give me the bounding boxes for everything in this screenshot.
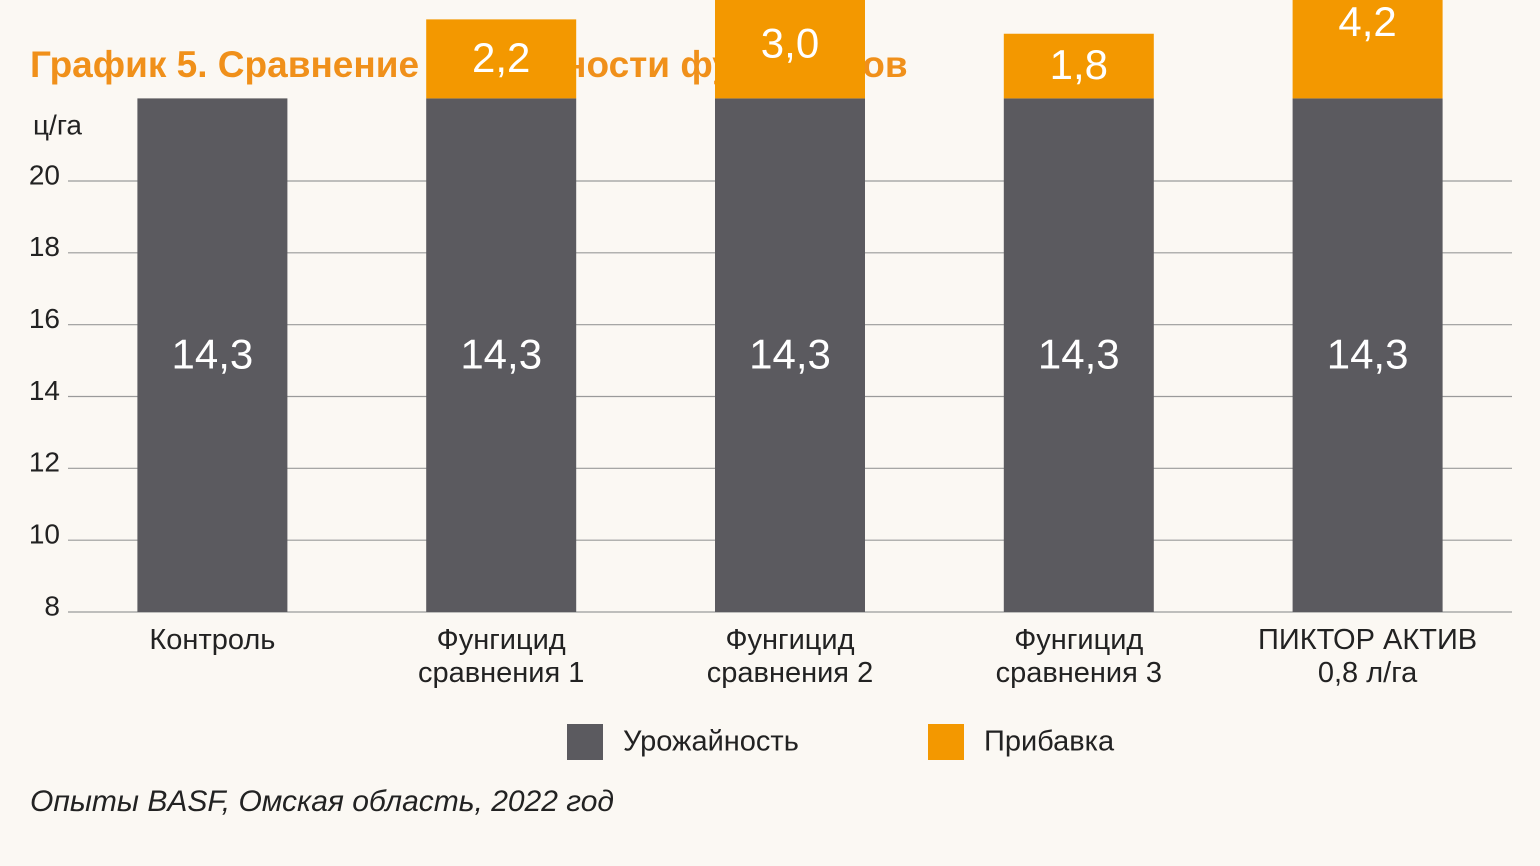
bar-segment (1292, 0, 1443, 99)
bar-segment (715, 98, 865, 613)
bar-segment (426, 19, 577, 99)
value-label: 3,0 (761, 20, 819, 67)
value-label: 14,3 (172, 330, 254, 377)
y-tick-label: 16 (29, 303, 60, 334)
value-label: 14,3 (1038, 330, 1120, 377)
value-label: 14,3 (749, 330, 831, 377)
y-tick-label: 8 (44, 590, 60, 621)
x-tick-label: Контроль (149, 624, 276, 656)
value-label: 14,3 (1327, 330, 1409, 377)
legend-label: Прибавка (984, 726, 1115, 758)
y-tick-label: 10 (29, 519, 60, 550)
x-tick-label: Фунгицид сравнения 1 (417, 624, 585, 689)
bar-segment (1003, 33, 1154, 99)
legend-swatch (567, 724, 603, 760)
bar-segment (1292, 98, 1443, 613)
value-label: 1,8 (1050, 41, 1108, 88)
y-tick-label: 14 (29, 375, 60, 406)
bar-segment (137, 98, 288, 613)
y-tick-label: 12 (29, 447, 60, 478)
x-tick-label: Фунгицид сравнения 3 (995, 624, 1162, 689)
value-label: 2,2 (472, 34, 530, 81)
y-tick-label: 20 (29, 159, 60, 190)
value-label: 4,2 (1338, 0, 1396, 45)
legend-label: Урожайность (623, 726, 799, 758)
source-note: Опыты BASF, Омская область, 2022 год (30, 785, 614, 818)
bar-segment (1003, 98, 1154, 613)
legend-swatch (928, 724, 964, 760)
y-tick-label: 18 (29, 231, 60, 262)
bar-segment (715, 0, 865, 99)
bar-segment (426, 98, 577, 613)
y-axis-label: ц/га (33, 109, 82, 140)
x-tick-label: Фунгицид сравнения 2 (706, 624, 874, 689)
x-tick-label: ПИКТОР АКТИВ 0,8 л/га (1258, 624, 1478, 689)
value-label: 14,3 (460, 330, 542, 377)
